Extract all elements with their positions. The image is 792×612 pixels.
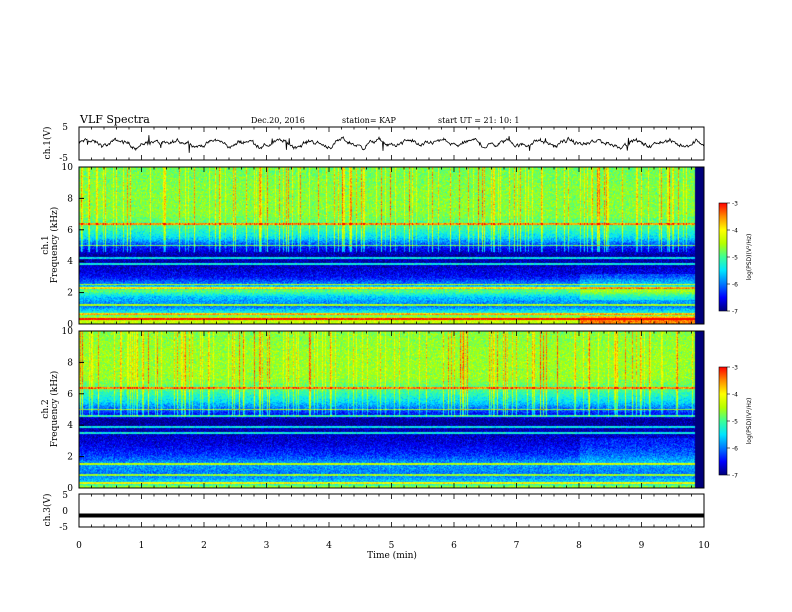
- ytick-label-10: 10: [62, 163, 74, 173]
- colorbar-tick-label--3: -3: [732, 201, 738, 208]
- xtick-label-8: 8: [576, 541, 582, 551]
- xtick-label-1: 1: [139, 541, 145, 551]
- ch1-spectrogram-ylabel-frequency: Frequency (kHz): [49, 207, 60, 284]
- colorbar-label: log(PSD)(V²/Hz): [746, 234, 753, 281]
- ch2-colorbar: -3 -4 -5 -6 -7 log(PSD)(V²/Hz): [718, 365, 753, 480]
- ch2-spectrogram-yticks: 0 2 4 6 8 10: [62, 327, 84, 494]
- ch3-ytick-minus5: -5: [59, 523, 68, 533]
- ch3-ytick-5: 5: [62, 491, 68, 501]
- start-time-label: start UT = 21: 10: 1: [438, 116, 519, 125]
- ch1-spectrogram-image: [79, 167, 704, 324]
- colorbar-label: log(PSD)(V²/Hz): [746, 398, 753, 445]
- ytick-label-6: 6: [67, 226, 73, 236]
- xtick-label-0: 0: [76, 541, 82, 551]
- colorbar-tick-label--4: -4: [732, 228, 738, 235]
- figure-title: VLF Spectra: [79, 113, 150, 126]
- colorbar-tick-label--5: -5: [732, 255, 738, 262]
- ytick-label-4: 4: [67, 257, 73, 267]
- date-label: Dec.20, 2016: [251, 116, 305, 125]
- ytick-label-8: 8: [67, 194, 73, 204]
- ch1-waveform-trace: [78, 135, 705, 153]
- ch1-ytick-minus5: -5: [59, 154, 68, 164]
- ch1-spectrogram-yticks: 0 2 4 6 8 10: [62, 163, 84, 330]
- colorbar-tick-label--6: -6: [732, 282, 738, 289]
- time-axis-ticks: 0 1 2 3 4 5 6 7 8 9 10: [76, 127, 710, 551]
- colorbar-scale: [718, 366, 728, 476]
- ch1-spectrogram-panel: 0 2 4 6 8 10 ch.1 Frequency (kHz) -3 -4 -5 -6 -7 l…: [41, 163, 753, 330]
- xtick-label-9: 9: [639, 541, 645, 551]
- ch1-colorbar: -3 -4 -5 -6 -7 log(PSD)(V²/Hz): [718, 201, 753, 316]
- colorbar-tick-label--3: -3: [732, 365, 738, 372]
- colorbar-tick-label--7: -7: [732, 309, 738, 316]
- xtick-label-7: 7: [514, 541, 520, 551]
- ch1-ylabel: ch.1(V): [42, 127, 53, 160]
- ytick-label-2: 2: [67, 453, 73, 463]
- ch1-ytick-5: 5: [62, 123, 68, 133]
- ch2-spectrogram-panel: 0 2 4 6 8 10 ch.2 Frequency (kHz) -3 -4 -5 -6 -7 l…: [41, 327, 753, 494]
- ytick-label-8: 8: [67, 358, 73, 368]
- xtick-label-5: 5: [389, 541, 395, 551]
- ytick-label-10: 10: [62, 327, 74, 337]
- ytick-label-4: 4: [67, 421, 73, 431]
- xtick-label-10: 10: [698, 541, 710, 551]
- ytick-label-2: 2: [67, 289, 73, 299]
- ch1-waveform-panel: 5 -5 ch.1(V): [42, 123, 705, 164]
- ch2-spectrogram-ylabel-frequency: Frequency (kHz): [49, 371, 60, 448]
- colorbar-tick-label--6: -6: [732, 446, 738, 453]
- xtick-label-3: 3: [264, 541, 270, 551]
- xtick-label-2: 2: [201, 541, 207, 551]
- colorbar-tick-label--4: -4: [732, 392, 738, 399]
- ch3-ylabel: ch.3(V): [42, 494, 53, 527]
- ytick-label-0: 0: [67, 320, 73, 330]
- ch3-waveform-panel: 5 0 -5 ch.3(V): [42, 491, 705, 533]
- ch1-spectrogram-ylabel-channel: ch.1: [41, 235, 51, 254]
- ytick-label-0: 0: [67, 484, 73, 494]
- xtick-label-6: 6: [451, 541, 457, 551]
- ch3-ytick-0: 0: [62, 507, 68, 517]
- colorbar-tick-label--5: -5: [732, 419, 738, 426]
- ch2-spectrogram-ylabel-channel: ch.2: [41, 399, 51, 418]
- time-axis-label: Time (min): [367, 550, 417, 561]
- ytick-label-6: 6: [67, 390, 73, 400]
- station-label: station= KAP: [342, 116, 397, 125]
- colorbar-scale: [718, 202, 728, 312]
- colorbar-tick-label--7: -7: [732, 473, 738, 480]
- ch2-spectrogram-image: [79, 331, 704, 488]
- xtick-label-4: 4: [326, 541, 332, 551]
